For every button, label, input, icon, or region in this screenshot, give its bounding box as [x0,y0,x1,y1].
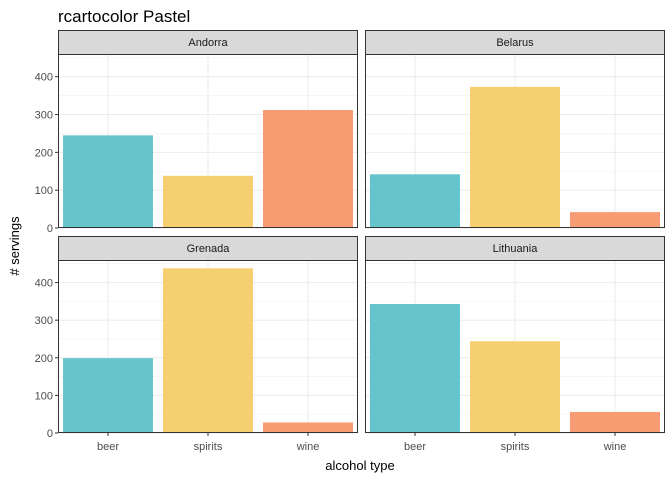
facet-strip-label: Andorra [188,37,228,49]
x-tick-label: wine [296,441,320,453]
facet-grid: Andorra 0 100 200 300 400 Belarus Grenada 0 100 20… [35,30,665,453]
bar-andorra-spirits [163,175,253,228]
y-tick-label: 200 [35,353,53,365]
facet-strip [365,30,665,55]
bar-grenada-beer [63,358,153,433]
x-axis-title: alcohol type [325,458,394,473]
facet-andorra: Andorra 0 100 200 300 400 [35,30,358,235]
bar-lithuania-spirits [470,341,560,433]
y-tick-label: 100 [35,185,53,197]
chart-title: rcartocolor Pastel [58,7,190,26]
bar-belarus-beer [370,174,460,228]
facet-strip-label: Grenada [187,243,231,255]
bar-belarus-wine [570,212,660,228]
y-tick-label: 400 [35,72,53,84]
x-tick-label: beer [404,441,426,453]
y-tick-label: 200 [35,147,53,159]
facet-strip-label: Lithuania [493,243,539,255]
bar-belarus-spirits [470,86,560,229]
y-tick-label: 300 [35,110,53,122]
y-tick-label: 0 [47,428,53,440]
facet-strip [58,30,358,55]
bar-lithuania-beer [370,304,460,433]
x-tick-label: beer [97,441,119,453]
y-axis-title: # servings [7,216,22,276]
facet-strip [58,236,358,261]
y-tick-label: 400 [35,278,53,290]
bar-lithuania-wine [570,411,660,433]
bar-grenada-wine [263,422,353,433]
bar-andorra-wine [263,109,353,228]
facet-belarus: Belarus [365,30,665,229]
x-tick-label: spirits [501,441,530,453]
y-tick-label: 100 [35,390,53,402]
facet-grenada: Grenada 0 100 200 300 400 beer spirits wine [35,236,358,453]
bar-andorra-beer [63,135,153,228]
y-tick-label: 0 [47,223,53,235]
facet-lithuania: Lithuania beer spirits wine [365,236,665,453]
facet-strip [365,236,665,261]
bar-grenada-spirits [163,268,253,433]
x-tick-label: wine [603,441,627,453]
y-tick-label: 300 [35,315,53,327]
x-tick-label: spirits [194,441,223,453]
facet-strip-label: Belarus [496,37,534,49]
